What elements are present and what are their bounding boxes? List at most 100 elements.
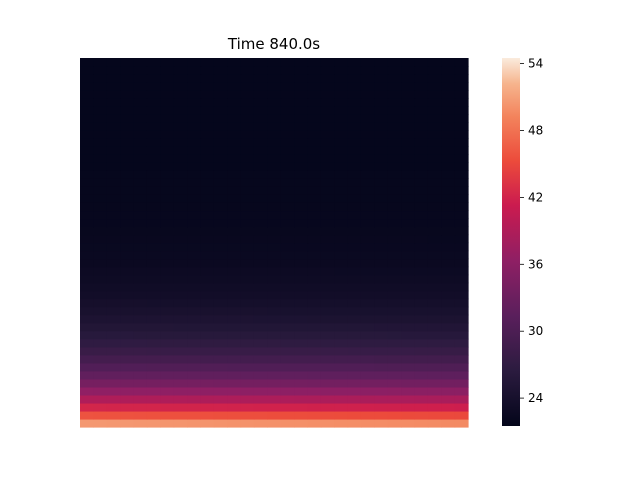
heatmap-cell	[120, 266, 135, 276]
heatmap-cell	[227, 218, 242, 228]
heatmap-cell	[106, 90, 121, 99]
colorbar-tick-label: 36	[528, 257, 543, 271]
heatmap-cell	[441, 402, 456, 412]
heatmap-cell	[280, 362, 295, 372]
heatmap-cell	[106, 322, 121, 332]
heatmap-cell	[441, 106, 456, 115]
heatmap-cell	[454, 194, 469, 203]
heatmap-cell	[106, 282, 121, 292]
heatmap-cell	[294, 66, 309, 75]
heatmap-cell	[280, 306, 295, 316]
heatmap-cell	[294, 178, 309, 187]
heatmap-cell	[320, 218, 335, 228]
heatmap-cell	[93, 362, 108, 372]
heatmap-cell	[334, 98, 349, 107]
heatmap-cell	[387, 170, 402, 179]
heatmap-cell	[80, 194, 94, 203]
heatmap-cell	[360, 178, 375, 187]
heatmap-cell	[106, 250, 121, 260]
heatmap-cell	[253, 282, 268, 292]
heatmap-cell	[133, 298, 148, 308]
heatmap-cell	[106, 234, 121, 244]
heatmap-cell	[360, 218, 375, 228]
heatmap-cell	[374, 290, 389, 300]
heatmap-cell	[427, 186, 442, 195]
heatmap-cell	[213, 58, 228, 67]
heatmap-cell	[253, 194, 268, 203]
heatmap-cell	[280, 58, 295, 67]
heatmap-cell	[93, 346, 108, 356]
heatmap-cell	[441, 154, 456, 163]
heatmap-cell	[93, 282, 108, 292]
heatmap-cell	[160, 202, 175, 212]
heatmap-cell	[200, 330, 215, 340]
heatmap-cell	[133, 394, 148, 404]
heatmap-cell	[173, 394, 188, 404]
heatmap-cell	[347, 226, 362, 236]
heatmap-cell	[334, 354, 349, 364]
heatmap-cell	[360, 202, 375, 212]
heatmap-cell	[294, 298, 309, 308]
heatmap-cell	[387, 58, 402, 67]
heatmap-cell	[120, 338, 135, 348]
colorbar-tick-label: 54	[528, 57, 543, 71]
heatmap-cell	[320, 194, 335, 203]
heatmap-cell	[120, 290, 135, 300]
heatmap-cell	[173, 170, 188, 179]
heatmap-cell	[93, 58, 108, 67]
heatmap-cell	[213, 386, 228, 396]
heatmap-cell	[441, 146, 456, 155]
heatmap-cell	[401, 178, 416, 187]
heatmap-cell	[454, 306, 469, 316]
heatmap-cell	[414, 210, 429, 220]
heatmap-cell	[320, 178, 335, 187]
heatmap-cell	[213, 114, 228, 123]
heatmap-cell	[387, 210, 402, 220]
heatmap-cell	[267, 266, 282, 276]
heatmap-cell	[173, 146, 188, 155]
heatmap-cell	[240, 178, 255, 187]
heatmap-cell	[441, 362, 456, 372]
heatmap-cell	[200, 98, 215, 107]
heatmap-cell	[106, 114, 121, 123]
heatmap-cell	[173, 322, 188, 332]
heatmap-cell	[401, 338, 416, 348]
heatmap-cell	[267, 226, 282, 236]
heatmap-cell	[320, 146, 335, 155]
heatmap-cell	[360, 386, 375, 396]
heatmap-cell	[454, 66, 469, 75]
heatmap-cell	[146, 386, 161, 396]
heatmap-cell	[133, 82, 148, 91]
heatmap-cell	[80, 410, 94, 420]
heatmap-cell	[93, 314, 108, 324]
heatmap-cell	[240, 418, 255, 428]
heatmap-cell	[414, 146, 429, 155]
heatmap-cell	[307, 66, 322, 75]
heatmap-cell	[93, 98, 108, 107]
heatmap-cell	[294, 74, 309, 83]
heatmap-cell	[401, 138, 416, 147]
heatmap-cell	[173, 66, 188, 75]
heatmap-cell	[320, 122, 335, 131]
heatmap-cell	[240, 122, 255, 131]
heatmap-cells	[80, 58, 469, 428]
heatmap-cell	[307, 322, 322, 332]
heatmap-cell	[454, 242, 469, 252]
heatmap-cell	[307, 130, 322, 139]
heatmap-cell	[120, 418, 135, 428]
heatmap-cell	[454, 290, 469, 300]
heatmap-cell	[294, 138, 309, 147]
heatmap-cell	[213, 218, 228, 228]
heatmap-cell	[454, 74, 469, 83]
heatmap-cell	[280, 114, 295, 123]
heatmap-cell	[120, 114, 135, 123]
heatmap-cell	[441, 202, 456, 212]
heatmap-cell	[427, 298, 442, 308]
heatmap-cell	[253, 210, 268, 220]
heatmap-cell	[427, 202, 442, 212]
heatmap-cell	[240, 82, 255, 91]
heatmap-cell	[120, 154, 135, 163]
heatmap-cell	[160, 370, 175, 380]
heatmap-cell	[120, 66, 135, 75]
heatmap-cell	[173, 362, 188, 372]
